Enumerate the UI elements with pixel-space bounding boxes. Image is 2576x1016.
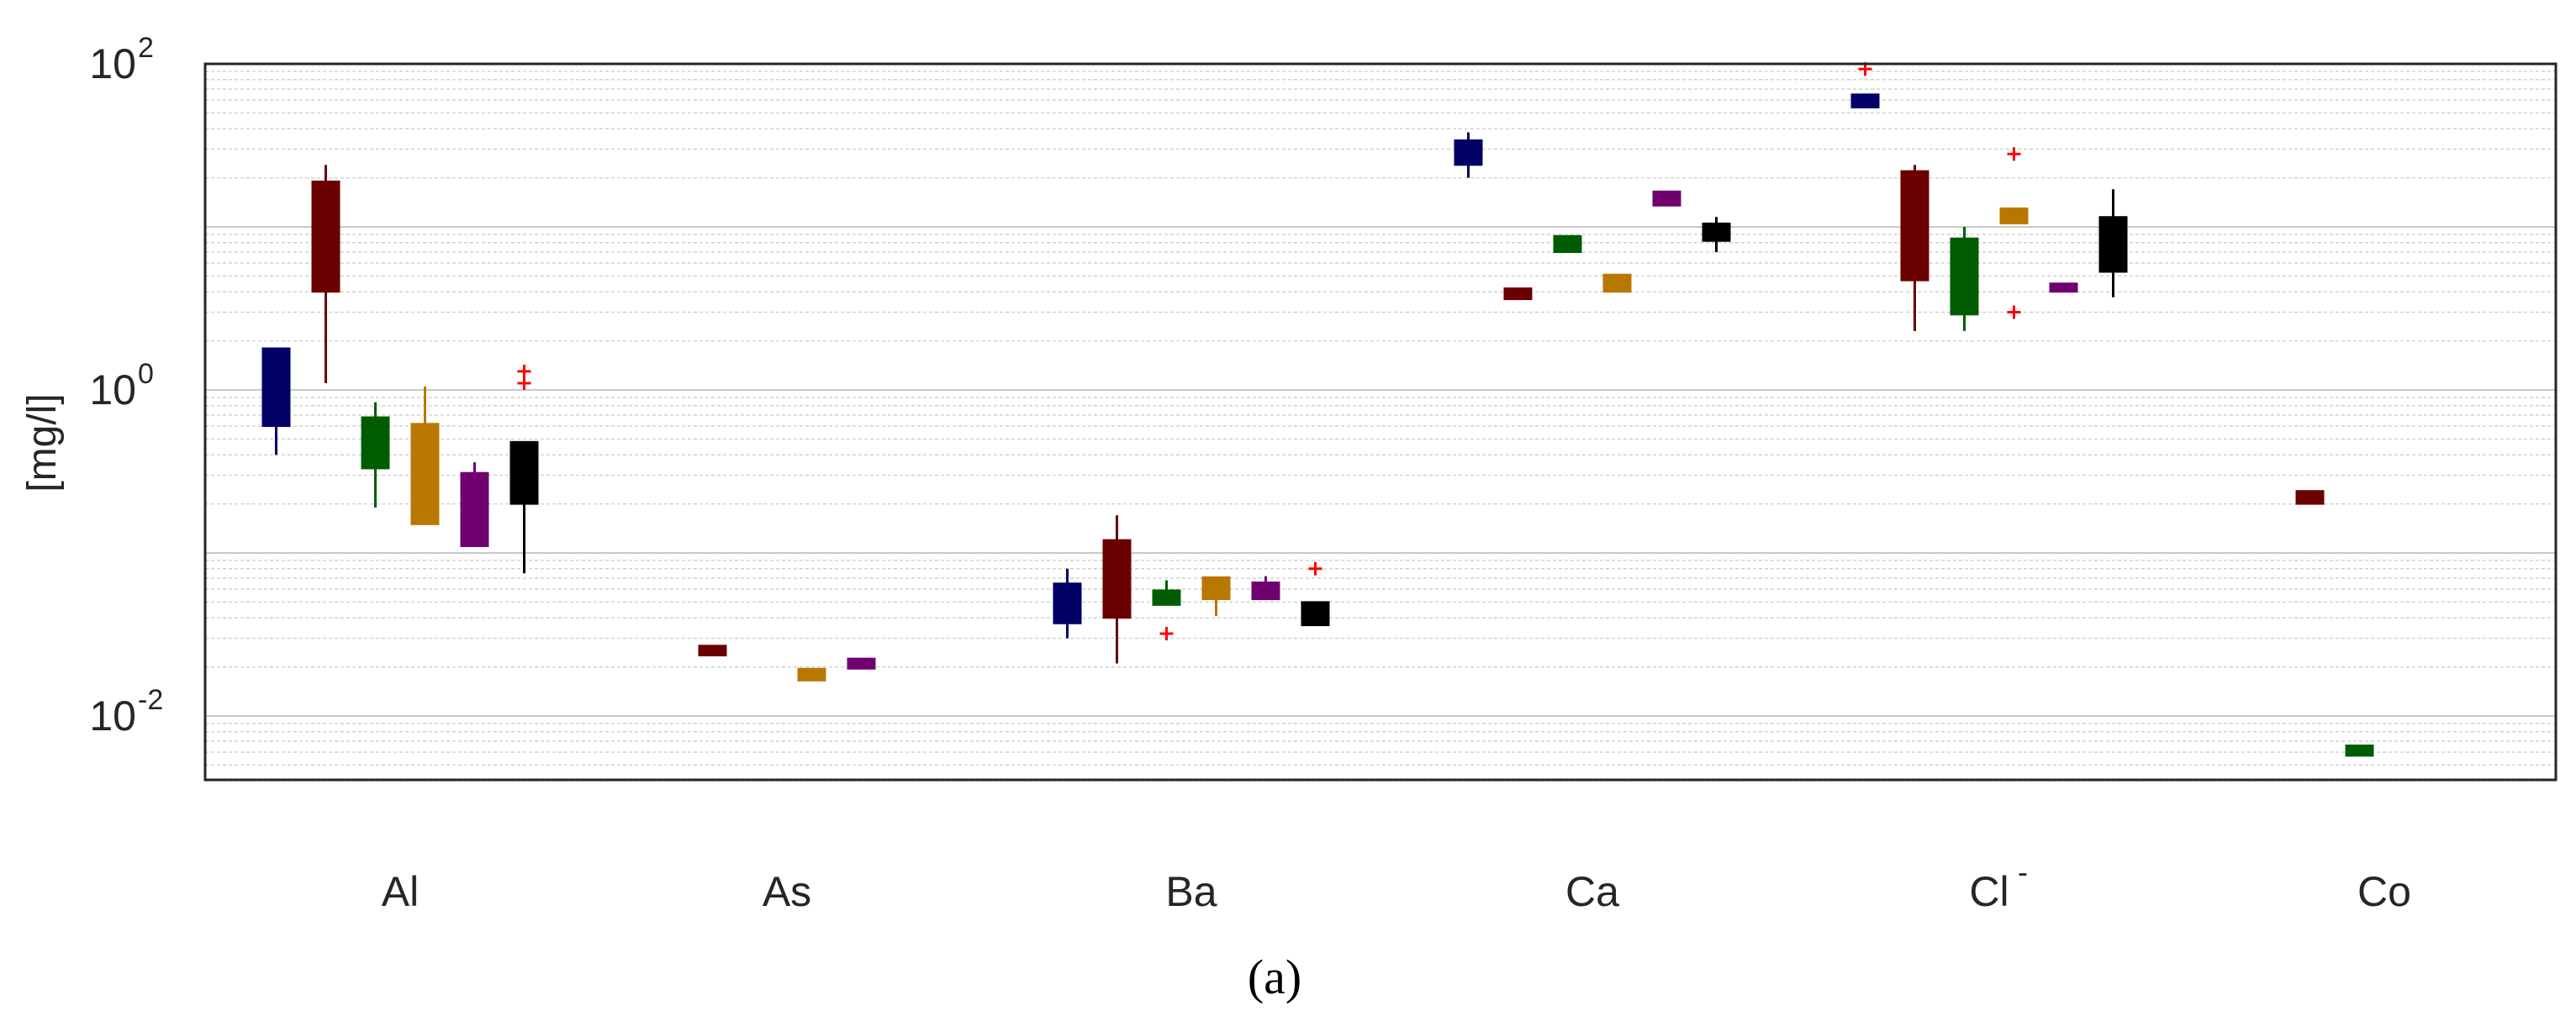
y-tick-label: 10 -2 [89,684,163,740]
figure-caption: (a) [1248,950,1301,1004]
y-tick-exponent: 2 [138,32,154,64]
x-tick-label: Ba [1165,868,1217,915]
box-body [1999,207,2029,224]
box-body [1301,601,1330,627]
outlier-marker [2007,147,2021,161]
boxes [261,62,2374,757]
box-Al-series-2 [361,402,390,508]
box-Al-series-3 [410,386,440,525]
box-body [698,645,727,657]
box-Cl--series-4 [2049,282,2078,293]
box-Ba-series-4 [1251,576,1280,601]
box-body [1553,234,1582,254]
plot-area-border [203,62,2558,782]
box-body [361,416,390,470]
box-body [2345,745,2374,757]
outlier-marker [517,364,531,378]
box-Al-series-5 [509,364,539,574]
box-As-series-1 [698,645,727,657]
box-Al-series-1 [311,165,340,383]
box-Cl--series-3 [1999,147,2029,319]
box-Al-series-4 [460,462,489,547]
box-body [1152,589,1181,606]
box-body [1702,222,1731,242]
box-As-series-3 [797,667,826,682]
box-Ba-series-2 [1152,580,1181,641]
box-Cl--series-0 [1850,62,1880,108]
box-body [1503,287,1533,301]
box-Co-series-2 [2345,745,2374,757]
outlier-marker [1159,627,1174,641]
box-Cl--series-1 [1900,165,1929,331]
box-Ca-series-2 [1553,234,1582,254]
box-body [410,423,440,525]
box-body [1652,190,1681,207]
box-body [311,180,340,293]
box-body [1850,93,1880,108]
box-body [1602,273,1632,293]
box-body [2295,490,2325,505]
y-tick-base: 10 [89,40,136,87]
box-Ba-series-1 [1102,515,1132,664]
box-body [797,667,826,682]
box-Cl--series-5 [2098,189,2128,297]
x-tick-label: As [763,868,811,915]
box-body [1251,582,1280,601]
y-tick-exponent: 0 [138,358,154,390]
box-Co-series-1 [2295,490,2325,505]
x-tick-text: Cl [1969,868,2009,915]
box-body [460,471,489,547]
box-body [2098,216,2128,273]
y-tick-label: 10 2 [89,32,154,87]
box-body [1900,170,1929,282]
box-body [1102,539,1132,619]
box-body [847,657,876,670]
box-Ba-series-3 [1201,576,1231,617]
box-body [261,347,291,428]
box-Cl--series-2 [1950,227,1979,331]
box-body [1950,237,1979,316]
outlier-marker [517,376,531,390]
x-tick-label: Co [2357,868,2411,915]
x-axis-tick-labels: Al As Ba Ca Cl - Co [382,855,2411,915]
y-tick-exponent: -2 [138,684,163,716]
y-tick-base: 10 [89,366,136,413]
box-Al-series-0 [261,347,291,455]
box-Ba-series-0 [1053,568,1082,639]
x-tick-label: Cl - [1969,855,2028,915]
box-body [1201,576,1231,601]
x-tick-text: Co [2357,868,2411,915]
box-body [1053,582,1082,624]
x-tick-text: Al [382,868,419,915]
x-tick-label: Ca [1565,868,1619,915]
y-tick-base: 10 [89,692,136,740]
box-Ca-series-0 [1454,132,1483,178]
y-tick-label: 10 0 [89,358,154,413]
box-body [1454,139,1483,166]
outlier-marker [1308,561,1322,576]
box-Ca-series-4 [1652,190,1681,207]
outlier-marker [2007,305,2021,319]
x-tick-text: As [763,868,811,915]
box-body [2049,282,2078,293]
box-As-series-4 [847,657,876,670]
box-body [509,440,539,505]
x-tick-superscript: - [2018,855,2028,889]
box-Ca-series-1 [1503,287,1533,301]
x-tick-label: Al [382,868,419,915]
y-axis-label: [mg/l] [20,393,65,492]
box-Ba-series-5 [1301,561,1330,627]
x-tick-text: Ba [1165,868,1217,915]
box-Ca-series-3 [1602,273,1632,293]
x-tick-text: Ca [1565,868,1619,915]
box-Ca-series-5 [1702,217,1731,253]
